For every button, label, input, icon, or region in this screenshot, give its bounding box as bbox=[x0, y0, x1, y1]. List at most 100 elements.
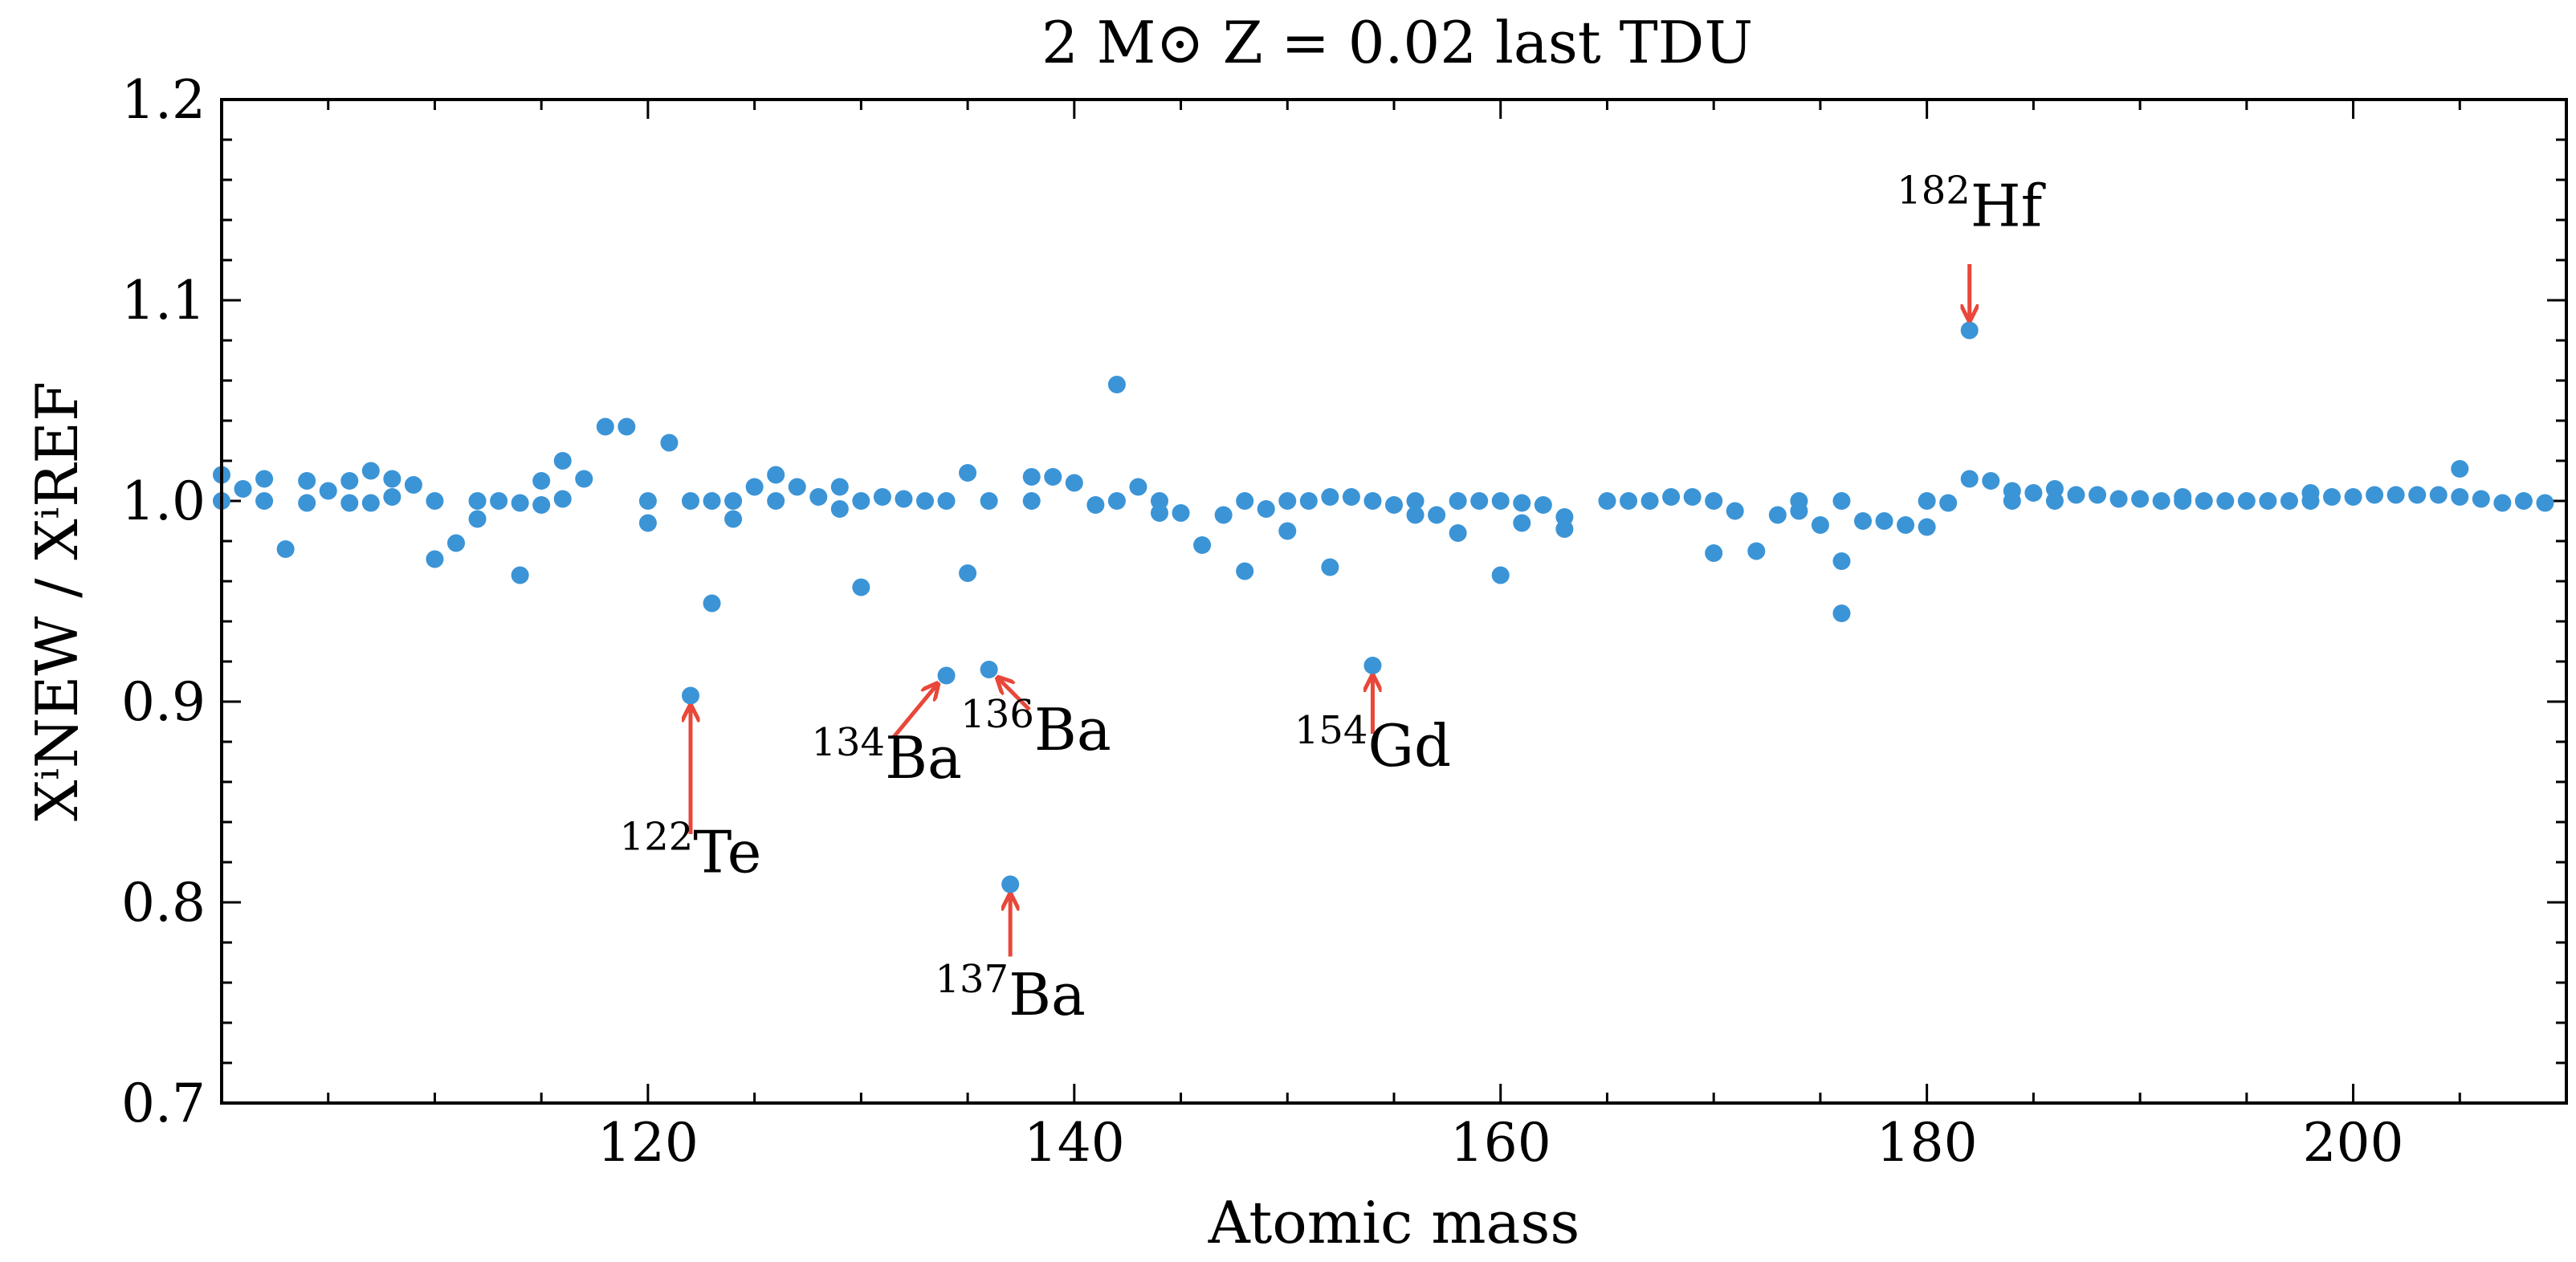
data-point bbox=[1236, 562, 1254, 580]
annotation-arrow bbox=[891, 684, 938, 739]
data-point bbox=[2366, 486, 2384, 504]
isotope-label: 182Hf bbox=[1897, 169, 2045, 240]
data-point bbox=[1683, 488, 1702, 506]
data-point bbox=[703, 492, 721, 510]
data-point bbox=[1363, 657, 1382, 674]
data-point bbox=[1662, 488, 1681, 506]
data-point bbox=[1832, 552, 1851, 570]
x-axis-label: Atomic mass bbox=[1208, 1189, 1580, 1256]
data-point bbox=[2280, 492, 2298, 510]
data-point bbox=[2259, 492, 2277, 510]
x-tick-label: 160 bbox=[1450, 1112, 1551, 1174]
data-point bbox=[724, 510, 743, 528]
data-point bbox=[916, 492, 934, 510]
data-point bbox=[1918, 492, 1936, 510]
data-point bbox=[2109, 490, 2128, 508]
data-point bbox=[1620, 492, 1637, 510]
data-point bbox=[2451, 460, 2469, 478]
data-point bbox=[937, 492, 956, 510]
data-point bbox=[980, 492, 998, 510]
data-point bbox=[959, 564, 977, 582]
data-point bbox=[361, 462, 380, 480]
data-point bbox=[2237, 492, 2256, 510]
data-point bbox=[959, 464, 977, 482]
isotope-label: 136Ba bbox=[960, 692, 1111, 763]
data-point bbox=[638, 492, 657, 510]
data-point bbox=[1299, 492, 1318, 510]
y-tick-label: 1.1 bbox=[121, 270, 206, 332]
isotope-label: 122Te bbox=[620, 815, 762, 886]
data-point bbox=[1428, 506, 1446, 524]
data-point bbox=[532, 496, 551, 514]
data-point bbox=[1257, 500, 1275, 518]
data-point bbox=[1449, 524, 1467, 542]
data-point bbox=[724, 492, 743, 510]
data-point bbox=[2472, 490, 2490, 508]
data-point bbox=[1065, 474, 1083, 492]
data-point bbox=[1832, 492, 1851, 510]
data-point bbox=[1044, 468, 1062, 486]
data-point bbox=[2301, 492, 2320, 510]
data-point bbox=[319, 482, 337, 500]
data-point bbox=[852, 492, 870, 510]
y-tick-label: 0.8 bbox=[121, 872, 206, 934]
isotope-label: 134Ba bbox=[811, 720, 961, 792]
data-point bbox=[2408, 486, 2427, 504]
data-point bbox=[1214, 506, 1233, 524]
data-point bbox=[1107, 492, 1126, 510]
data-point bbox=[788, 478, 806, 496]
data-point bbox=[1854, 512, 1872, 530]
data-point bbox=[2451, 488, 2469, 506]
data-point bbox=[298, 472, 316, 490]
axis-ticks: 0.7 0.8 0.9 1.0 1.1 1.2 120 140 160 180 200 bbox=[121, 69, 2566, 1174]
data-point bbox=[1811, 516, 1829, 534]
data-point bbox=[2386, 486, 2405, 504]
data-point bbox=[1513, 494, 1531, 512]
data-point bbox=[298, 494, 316, 512]
data-point bbox=[1641, 492, 1659, 510]
y-tick-label: 1.0 bbox=[121, 470, 206, 532]
data-point bbox=[234, 480, 252, 498]
data-point bbox=[1022, 492, 1041, 510]
data-point bbox=[361, 494, 380, 512]
data-point bbox=[830, 478, 849, 496]
data-point bbox=[2344, 488, 2362, 506]
data-point bbox=[745, 478, 764, 496]
data-point bbox=[2514, 492, 2533, 510]
data-point bbox=[2152, 492, 2170, 510]
chart-title: 2 M⊙ Z = 0.02 last TDU bbox=[1041, 9, 1753, 76]
data-point bbox=[1236, 492, 1254, 510]
data-point bbox=[1960, 321, 1979, 340]
data-point bbox=[1470, 492, 1489, 510]
data-point bbox=[511, 494, 529, 512]
data-point bbox=[1449, 492, 1467, 510]
data-point bbox=[404, 476, 422, 494]
data-point bbox=[276, 540, 295, 558]
data-point bbox=[809, 488, 828, 506]
data-point bbox=[1513, 514, 1531, 532]
y-tick-label: 0.9 bbox=[121, 671, 206, 733]
data-point bbox=[340, 494, 359, 512]
data-point bbox=[980, 661, 998, 678]
data-point bbox=[2003, 492, 2021, 510]
x-tick-label: 120 bbox=[597, 1112, 699, 1174]
y-tick-label: 0.7 bbox=[121, 1073, 206, 1134]
data-point bbox=[1321, 488, 1339, 506]
data-point bbox=[1939, 494, 1958, 512]
data-point bbox=[1491, 492, 1510, 510]
data-point bbox=[1491, 566, 1510, 584]
data-point bbox=[1022, 468, 1041, 486]
data-point bbox=[2131, 490, 2150, 508]
data-point bbox=[383, 470, 401, 488]
data-point bbox=[2089, 486, 2106, 504]
data-point bbox=[1897, 516, 1915, 534]
data-point bbox=[2067, 486, 2085, 504]
data-point bbox=[1321, 558, 1339, 576]
data-point bbox=[426, 550, 444, 568]
data-point bbox=[2045, 492, 2064, 510]
data-point bbox=[937, 666, 956, 685]
data-point bbox=[340, 472, 359, 490]
data-point bbox=[852, 578, 870, 596]
data-point bbox=[383, 488, 401, 506]
